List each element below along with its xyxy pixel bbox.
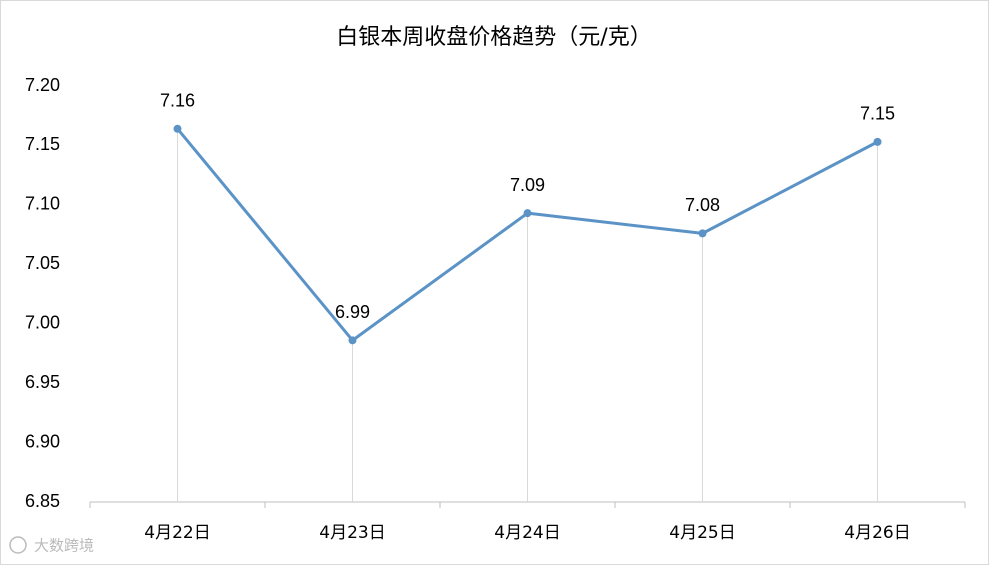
- point: [348, 336, 357, 345]
- value-label: 7.15: [860, 104, 895, 124]
- value-label: 7.16: [160, 91, 195, 111]
- watermark-group: 大数跨境: [9, 536, 94, 555]
- x-tick-label: 4月24日: [494, 523, 560, 543]
- y-tick-label: 7.05: [25, 253, 60, 273]
- y-tick-label: 6.85: [25, 491, 60, 511]
- value-label: 7.08: [685, 195, 720, 215]
- value-label: 7.09: [510, 175, 545, 195]
- y-tick-label: 7.00: [25, 312, 60, 332]
- y-tick-label: 6.90: [25, 431, 60, 451]
- y-tick-label: 7.10: [25, 194, 60, 214]
- y-tick-label: 7.15: [25, 134, 60, 154]
- x-tick-label: 4月25日: [669, 523, 735, 543]
- point: [173, 124, 182, 133]
- point: [523, 209, 532, 218]
- x-tick-label: 4月26日: [844, 523, 910, 543]
- point: [873, 137, 882, 146]
- y-tick-label: 7.20: [25, 75, 60, 95]
- y-tick-label: 6.95: [25, 372, 60, 392]
- x-tick-label: 4月23日: [319, 523, 385, 543]
- value-label: 6.99: [335, 302, 370, 322]
- chart-title: 白银本周收盘价格趋势（元/克）: [336, 25, 651, 50]
- point: [698, 229, 707, 238]
- watermark: 大数跨境: [34, 537, 94, 555]
- x-tick-label: 4月22日: [144, 523, 210, 543]
- watermark-icon: [9, 536, 27, 554]
